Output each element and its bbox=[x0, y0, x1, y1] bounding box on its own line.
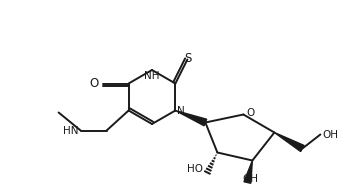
Text: HN: HN bbox=[63, 126, 79, 135]
Text: S: S bbox=[185, 51, 192, 64]
Text: OH: OH bbox=[323, 130, 339, 139]
Polygon shape bbox=[244, 160, 252, 183]
Text: O: O bbox=[246, 108, 255, 119]
Polygon shape bbox=[176, 111, 207, 126]
Text: O: O bbox=[89, 77, 98, 90]
Text: N: N bbox=[177, 106, 185, 115]
Text: NH: NH bbox=[144, 71, 160, 81]
Polygon shape bbox=[274, 133, 304, 152]
Text: OH: OH bbox=[242, 174, 258, 184]
Text: HO: HO bbox=[187, 165, 203, 174]
